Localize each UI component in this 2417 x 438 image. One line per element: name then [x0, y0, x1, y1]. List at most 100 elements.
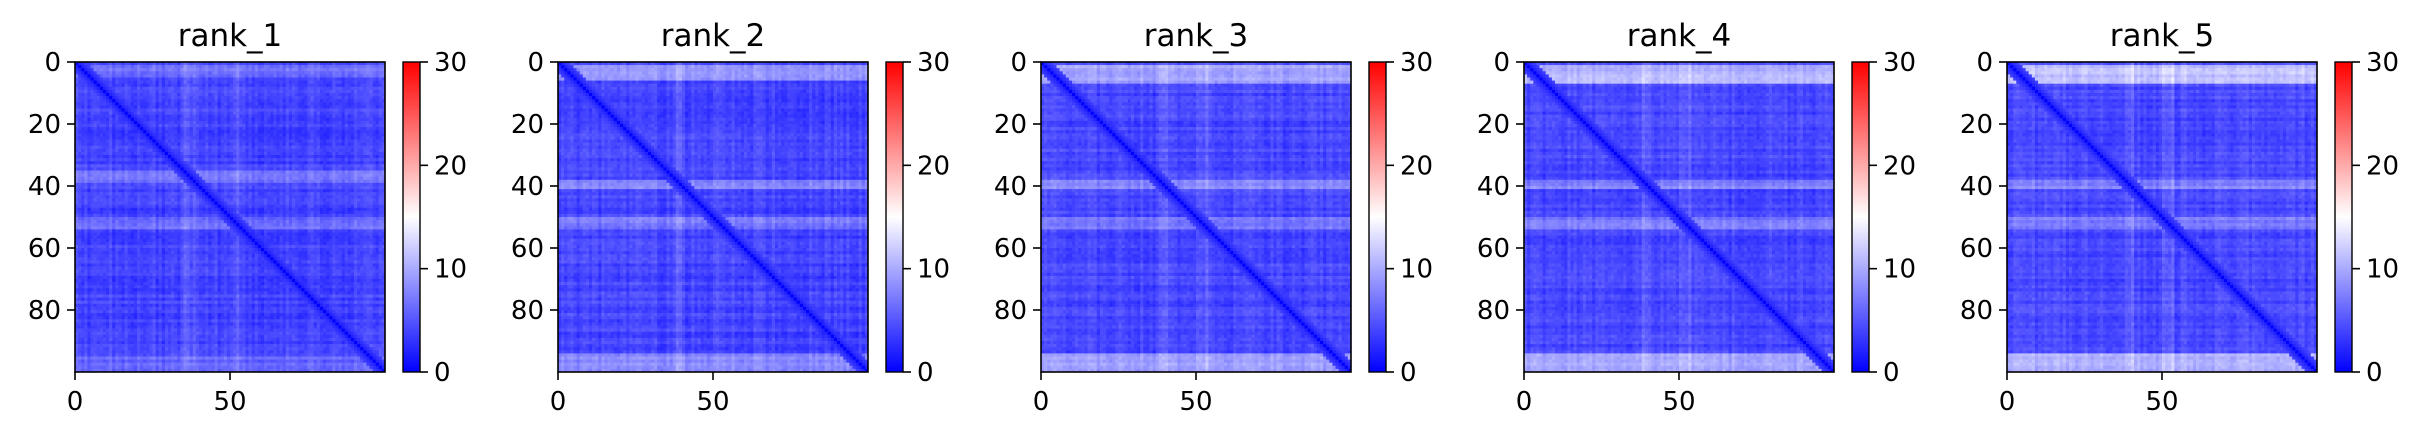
heatmap-cell	[78, 71, 81, 74]
heatmap-cell	[156, 65, 159, 68]
heatmap-cell	[292, 68, 295, 71]
heatmap-cell	[360, 84, 363, 87]
heatmap-cell	[320, 78, 323, 81]
heatmap-cell	[211, 87, 214, 90]
heatmap-cell	[199, 84, 202, 87]
heatmap-cell	[335, 65, 338, 68]
heatmap-cell	[131, 78, 134, 81]
heatmap-cell	[227, 71, 230, 74]
heatmap-cell	[165, 81, 168, 84]
heatmap-cell	[289, 78, 292, 81]
heatmap-cell	[270, 71, 273, 74]
heatmap-cell	[187, 71, 190, 74]
heatmap-cell	[224, 87, 227, 90]
heatmap-cell	[218, 65, 221, 68]
heatmap-cell	[199, 74, 202, 77]
heatmap-cell	[258, 74, 261, 77]
heatmap-cell	[326, 71, 329, 74]
heatmap-cell	[370, 90, 373, 93]
heatmap-cell	[211, 90, 214, 93]
heatmap-cell	[379, 87, 382, 90]
heatmap-cell	[115, 90, 118, 93]
heatmap-cell	[249, 74, 252, 77]
heatmap-cell	[295, 74, 298, 77]
heatmap-cell	[115, 78, 118, 81]
heatmap-cell	[227, 84, 230, 87]
heatmap-cell	[366, 65, 369, 68]
heatmap-cell	[100, 71, 103, 74]
heatmap-cell	[184, 90, 187, 93]
heatmap-cell	[118, 65, 121, 68]
heatmap-cell	[156, 87, 159, 90]
heatmap-cell	[140, 87, 143, 90]
heatmap-cell	[171, 78, 174, 81]
heatmap-cell	[106, 81, 109, 84]
heatmap-cell	[379, 84, 382, 87]
heatmap-cell	[351, 71, 354, 74]
heatmap-cell	[196, 81, 199, 84]
heatmap-cell	[205, 65, 208, 68]
heatmap-cell	[366, 74, 369, 77]
heatmap-cell	[156, 78, 159, 81]
heatmap-cell	[298, 90, 301, 93]
heatmap-cell	[109, 87, 112, 90]
heatmap-cell	[230, 68, 233, 71]
heatmap-cell	[267, 84, 270, 87]
heatmap-cell	[363, 81, 366, 84]
heatmap-cell	[370, 84, 373, 87]
heatmap-cell	[103, 84, 106, 87]
heatmap-cell	[159, 65, 162, 68]
heatmap-cell	[218, 90, 221, 93]
heatmap-cell	[230, 65, 233, 68]
heatmap-cell	[196, 90, 199, 93]
heatmap-cell	[81, 93, 84, 96]
heatmap-cell	[193, 84, 196, 87]
heatmap-cell	[103, 87, 106, 90]
heatmap-cell	[308, 74, 311, 77]
heatmap-cell	[249, 87, 252, 90]
heatmap-cell	[264, 74, 267, 77]
heatmap-cell	[199, 81, 202, 84]
heatmap-cell	[320, 81, 323, 84]
heatmap-cell	[376, 87, 379, 90]
heatmap-cell	[280, 87, 283, 90]
heatmap-cell	[187, 68, 190, 71]
heatmap-cell	[379, 65, 382, 68]
heatmap-cell	[264, 68, 267, 71]
heatmap-cell	[320, 74, 323, 77]
heatmap-cell	[342, 78, 345, 81]
heatmap-cell	[295, 65, 298, 68]
heatmap-cell	[329, 81, 332, 84]
heatmap-cell	[112, 93, 115, 96]
heatmap-cell	[351, 84, 354, 87]
heatmap-cell	[329, 68, 332, 71]
heatmap-cell	[283, 65, 286, 68]
heatmap-cell	[373, 68, 376, 71]
heatmap-cell	[317, 90, 320, 93]
heatmap-cell	[174, 71, 177, 74]
heatmap-cell	[184, 65, 187, 68]
heatmap-cell	[345, 87, 348, 90]
heatmap-cell	[236, 65, 239, 68]
heatmap-cell	[289, 74, 292, 77]
heatmap-cell	[373, 74, 376, 77]
heatmap-cell	[100, 65, 103, 68]
heatmap-cell	[270, 65, 273, 68]
heatmap-cell	[258, 90, 261, 93]
heatmap-cell	[78, 65, 81, 68]
heatmap-cell	[78, 68, 81, 71]
heatmap-cell	[208, 90, 211, 93]
heatmap-cell	[255, 68, 258, 71]
heatmap-cell	[354, 74, 357, 77]
heatmap-cell	[115, 71, 118, 74]
heatmap-cell	[125, 81, 128, 84]
heatmap-cell	[357, 68, 360, 71]
heatmap-cell	[239, 87, 242, 90]
heatmap-cell	[100, 81, 103, 84]
heatmap-cell	[134, 84, 137, 87]
heatmap-cell	[125, 93, 128, 96]
heatmap-cell	[317, 84, 320, 87]
heatmap-cell	[261, 74, 264, 77]
heatmap-cell	[202, 71, 205, 74]
heatmap-cell	[84, 68, 87, 71]
